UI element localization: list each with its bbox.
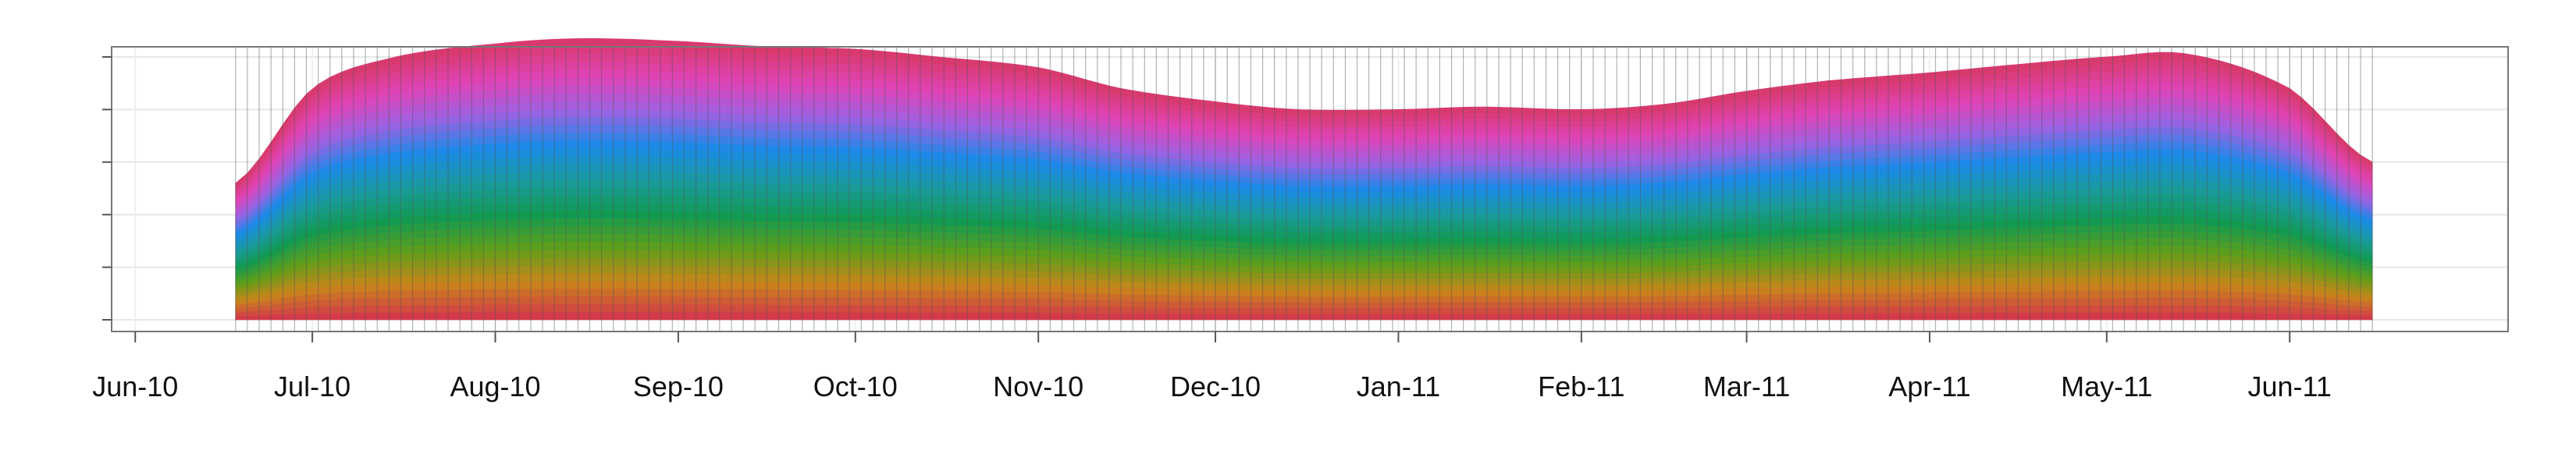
area-bands (235, 37, 2373, 321)
y-axis (102, 56, 112, 321)
x-tick-label: Nov-10 (993, 370, 1083, 402)
x-tick-label: Aug-10 (450, 370, 540, 402)
x-axis: Jun-10 Jul-10 Aug-10 Sep-10 Oct-10 Nov-10 Dec-… (92, 332, 2332, 402)
x-tick-label: Dec-10 (1170, 370, 1261, 402)
x-tick-label: Jul-10 (274, 370, 350, 402)
plot-border (111, 46, 2509, 332)
area-band-35 (235, 37, 2373, 188)
date-vertical-lines (235, 47, 2373, 332)
x-tick-label: Apr-11 (1888, 370, 1970, 402)
x-tick-label: Feb-11 (1538, 370, 1624, 402)
x-tick-label: Jun-11 (2248, 370, 2332, 402)
x-tick-label: Jun-10 (92, 370, 178, 402)
x-tick-label: May-11 (2061, 370, 2152, 402)
x-tick-label: Oct-10 (813, 370, 898, 402)
x-tick-label: Jan-11 (1357, 370, 1440, 402)
x-tick-label: Sep-10 (633, 370, 724, 402)
x-tick-label: Mar-11 (1703, 370, 1790, 402)
